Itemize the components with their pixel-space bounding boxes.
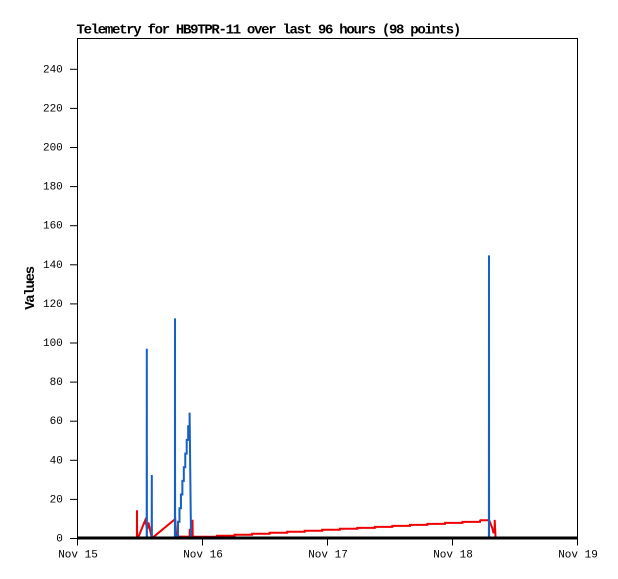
svg-text:220: 220 <box>43 103 63 115</box>
svg-text:160: 160 <box>43 221 63 233</box>
svg-text:240: 240 <box>43 64 63 76</box>
svg-text:Nov 16: Nov 16 <box>183 550 223 562</box>
svg-text:100: 100 <box>43 338 63 350</box>
svg-text:180: 180 <box>43 182 63 194</box>
svg-text:Nov 19: Nov 19 <box>558 550 598 562</box>
svg-text:Nov 15: Nov 15 <box>58 550 98 562</box>
svg-text:Telemetry for HB9TPR-11 over l: Telemetry for HB9TPR-11 over last 96 hou… <box>77 23 460 39</box>
svg-text:Nov 18: Nov 18 <box>433 550 473 562</box>
svg-text:80: 80 <box>50 377 63 389</box>
svg-text:120: 120 <box>43 299 63 311</box>
svg-text:0: 0 <box>56 534 63 546</box>
svg-text:60: 60 <box>50 416 63 428</box>
svg-text:200: 200 <box>43 143 63 155</box>
svg-text:40: 40 <box>50 455 63 467</box>
svg-text:20: 20 <box>50 494 63 506</box>
svg-text:140: 140 <box>43 260 63 272</box>
svg-text:Values: Values <box>23 266 39 310</box>
svg-text:Nov 17: Nov 17 <box>308 550 348 562</box>
